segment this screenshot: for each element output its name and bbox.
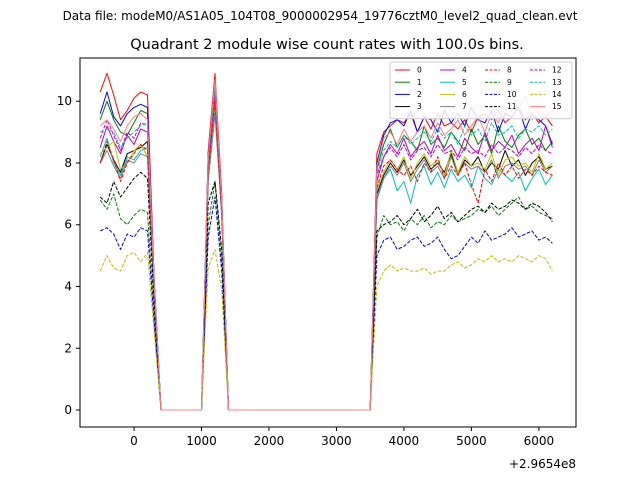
legend-label-1: 1 [417,78,422,87]
legend-label-7: 7 [462,102,467,111]
legend-label-11: 11 [507,102,517,111]
series-line-4 [99,94,553,411]
y-tick-label: 10 [57,94,72,108]
x-axis-ticks: 0 1000 2000 3000 4000 5000 6000 [130,427,554,448]
y-tick-label: 0 [64,403,72,417]
legend-label-10: 10 [507,90,517,99]
y-tick-label: 6 [64,218,72,232]
x-tick-label: 0 [130,434,138,448]
legend-label-4: 4 [462,66,467,75]
x-axis-offset-label: +2.9654e8 [509,457,576,471]
series-line-11 [99,171,553,411]
x-tick-label: 6000 [524,434,555,448]
series-line-10 [99,196,553,411]
x-tick-label: 5000 [456,434,487,448]
axes-frame [79,57,577,428]
y-tick-label: 2 [64,341,72,355]
x-tick-label: 4000 [389,434,420,448]
series-line-3 [99,106,553,411]
series-line-14 [99,248,553,411]
series-line-15 [99,79,553,411]
figure-suptitle: Data file: modeM0/AS1A05_104T08_90000029… [63,9,578,23]
legend-label-5: 5 [462,78,467,87]
series-line-8 [99,100,553,411]
legend-label-13: 13 [552,78,562,87]
y-tick-label: 8 [64,156,72,170]
legend-label-14: 14 [552,90,562,99]
chart-title: Quadrant 2 module wise count rates with … [130,37,524,53]
legend-label-9: 9 [507,78,512,87]
legend-label-6: 6 [462,90,467,99]
series-line-13 [99,88,553,411]
legend-label-15: 15 [552,102,562,111]
legend-label-8: 8 [507,66,512,75]
series-line-12 [99,91,553,411]
plot-lines [99,72,553,411]
legend-box [389,61,573,120]
legend-label-2: 2 [417,90,422,99]
y-axis-ticks: 0 2 4 6 8 10 [57,94,80,417]
x-tick-label: 2000 [254,434,285,448]
series-line-0 [99,72,553,411]
series-line-6 [99,110,553,411]
x-tick-label: 1000 [186,434,217,448]
legend-label-12: 12 [552,66,562,75]
legend-label-0: 0 [417,66,422,75]
legend-label-3: 3 [417,102,422,111]
x-tick-label: 3000 [321,434,352,448]
y-tick-label: 4 [64,280,72,294]
series-line-5 [99,103,553,411]
series-line-9 [99,181,553,411]
